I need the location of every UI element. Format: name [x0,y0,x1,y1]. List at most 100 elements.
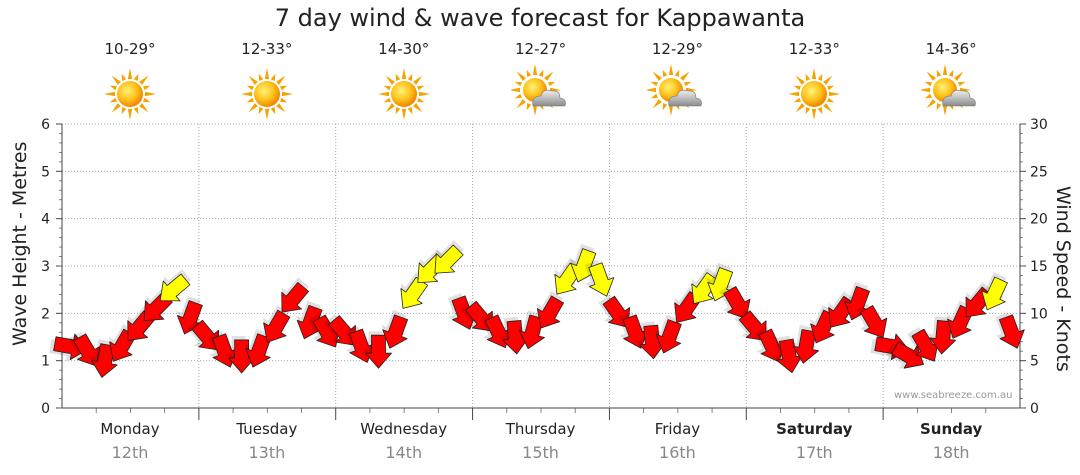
wind-arrow [244,328,272,368]
wind-arrow-shape [536,295,565,329]
wind-arrow [907,327,939,362]
partly-cloudy-icon [645,64,707,124]
wind-arrow [790,325,820,364]
wind-arrow [980,272,1008,311]
y-tick-right-label: 5 [1030,354,1039,370]
wind-arrow-shape [91,343,118,378]
wind-arrow [654,314,682,354]
day-header-wednesday: 14-30° [336,40,472,124]
partly-cloudy-icon [508,64,571,124]
wind-arrow [89,339,118,378]
temperature-range: 12-33° [788,40,840,58]
wind-arrow-shape [776,338,803,374]
wind-arrow-shape [998,314,1025,349]
wind-arrow [734,309,767,341]
wind-arrow [618,312,649,349]
day-label: Wednesday [360,420,448,438]
y-tick-right-label: 30 [1030,117,1048,133]
wind-arrow-shape [518,314,545,350]
day-header-monday: 10-29° [62,40,198,124]
wind-arrow-shape [434,244,464,274]
wind-arrow-shape [365,334,392,369]
temperature-range: 12-27° [515,40,567,58]
wind-arrow-shape [981,276,1008,311]
wind-arrow [159,269,192,302]
wind-arrow-shape [656,319,682,354]
day-label: Monday [100,420,160,438]
wind-arrow-shape [465,300,493,332]
wind-arrow-shape [691,272,719,304]
wind-arrow [719,284,751,319]
wind-arrow [362,331,392,369]
wind-arrow [262,305,291,343]
date-label: 14th [385,443,423,462]
wind-arrow [480,312,512,349]
day-label: Friday [654,420,701,438]
day-header-saturday: 12-33° [746,40,882,124]
temperature-range: 14-36° [925,40,977,58]
y-tick-right-label: 10 [1030,306,1048,322]
day-label: Saturday [776,420,853,438]
wind-arrow [499,316,529,355]
day-label: Sunday [919,420,983,438]
chart-title: 7 day wind & wave forecast for Kappawant… [274,4,806,32]
temperature-range: 14-30° [378,40,430,58]
wind-arrow [691,267,719,304]
wind-arrow [754,326,785,363]
wind-arrow [855,303,888,338]
day-header-sunday: 14-36° [883,40,1019,124]
wind-arrow [186,319,220,351]
temperature-range: 10-29° [104,40,156,58]
wind-arrow [636,321,666,360]
wind-arrow-shape [622,314,649,349]
wind-arrow-shape [245,333,272,368]
wind-arrow [772,335,803,374]
temperature-range: 12-29° [651,40,703,58]
day-header-friday: 12-29° [609,40,745,124]
wind-arrow [536,291,565,329]
day-label: Thursday [505,420,576,438]
wind-arrow [323,314,356,346]
wind-arrow [69,331,101,367]
day-header-thursday: 12-27° [473,40,609,124]
wind-arrow-shape [484,314,512,349]
wind-arrow-shape [911,328,939,362]
y-tick-left-label: 3 [41,259,50,275]
y-tick-left-label: 4 [41,212,50,228]
y-tick-left-label: 0 [41,401,50,417]
wind-arrow-shape [328,315,356,346]
wind-arrow [584,260,615,297]
wind-arrow [886,341,924,369]
y-tick-right-label: 25 [1030,164,1048,180]
day-label: Tuesday [236,420,298,438]
sun-icon [237,64,297,124]
date-label: 18th [932,443,970,462]
wind-arrow [460,300,493,332]
wind-arrow-shape [891,341,924,369]
partly-cloudy-icon [919,64,981,124]
axis-layer: 0 1 2 3 4 5 6 0 5 10 15 20 25 30 [41,117,1048,420]
y-tick-right-label: 15 [1030,259,1048,275]
wind-arrow-shape [723,286,751,319]
date-label: 12th [111,443,149,462]
date-label: 17th [795,443,833,462]
date-label: 13th [248,443,286,462]
grid-layer [62,123,1020,408]
y-tick-left-label: 5 [41,164,50,180]
wind-arrow-shape [738,310,767,341]
date-label: 15th [522,443,559,462]
sun-icon [374,64,434,124]
y-tick-right-label: 20 [1030,212,1048,228]
wind-arrow-shape [929,320,957,355]
y-tick-right-label: 0 [1030,401,1039,417]
wind-arrow [995,312,1025,349]
wind-arrow-shape [73,333,101,367]
wind-arrow [281,277,309,313]
wind-arrow [381,310,409,349]
wind-arrow [434,240,464,274]
wind-arrow [927,316,957,355]
wind-arrow-shape [159,273,191,302]
y-tick-left-label: 6 [41,117,50,133]
wind-arrow-shape [792,329,820,364]
